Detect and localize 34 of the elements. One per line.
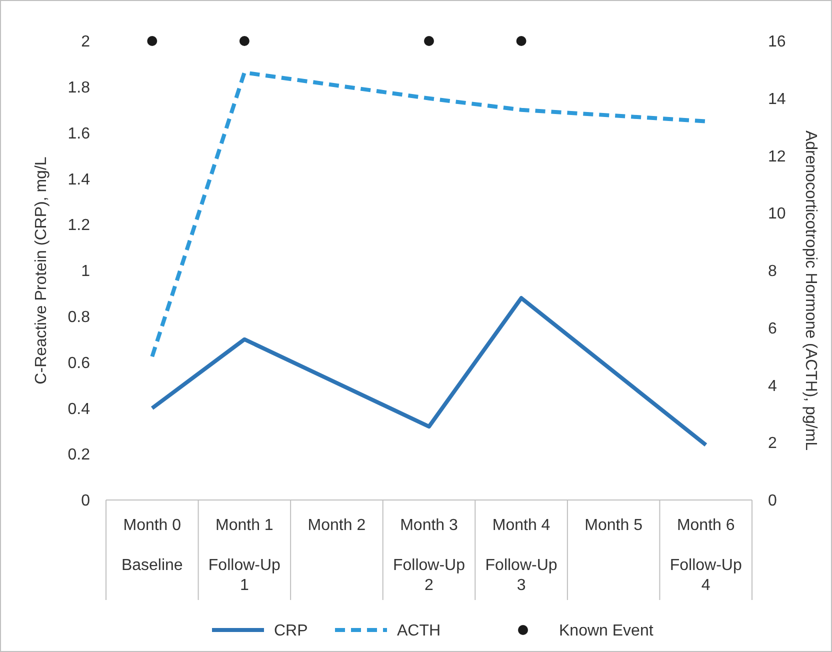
y2-tick-label: 2 bbox=[768, 435, 777, 452]
y2-tick-label: 16 bbox=[768, 34, 786, 51]
y2-tick-label: 6 bbox=[768, 320, 777, 338]
y2-tick-label: 10 bbox=[768, 206, 786, 223]
y-tick-label: 0 bbox=[81, 492, 90, 510]
legend-label: ACTH bbox=[397, 622, 441, 640]
y-tick-label: 1 bbox=[81, 263, 90, 280]
y-tick-label: 0.4 bbox=[68, 400, 90, 418]
y-tick-label: 2 bbox=[81, 34, 90, 51]
y2-tick-label: 12 bbox=[768, 148, 786, 166]
y2-tick-label: 14 bbox=[768, 90, 786, 108]
y-tick-label: 1.4 bbox=[68, 171, 90, 188]
y-tick-label: 0.8 bbox=[68, 309, 90, 326]
y2-tick-label: 0 bbox=[768, 492, 777, 510]
x-tick-label: Month 2 bbox=[308, 517, 366, 534]
y2-tick-label: 8 bbox=[768, 263, 777, 280]
y2-tick-label: 4 bbox=[768, 378, 777, 395]
legend-label: CRP bbox=[274, 622, 308, 640]
category-label: Month 3 Follow-Up 2 bbox=[392, 517, 466, 594]
category-label: Month 4 Follow-Up 3 bbox=[485, 517, 558, 594]
category-label: Month 1 Follow-Up 1 bbox=[208, 517, 280, 594]
line-series bbox=[150, 296, 708, 447]
y-tick-label: 1.6 bbox=[68, 125, 90, 142]
y-tick-label: 1.8 bbox=[68, 80, 90, 96]
line-series bbox=[150, 70, 708, 359]
y2-axis-title: Adrenocorticotropic Hormone (ACTH), pg/mL bbox=[802, 130, 819, 451]
y-tick-label: 0.2 bbox=[68, 446, 90, 464]
legend-label: Known Event bbox=[559, 622, 654, 640]
y-tick-label: 0.6 bbox=[68, 354, 90, 372]
y-tick-label: 1.2 bbox=[68, 217, 90, 234]
x-tick-label: Month 5 bbox=[584, 517, 643, 534]
y-axis-title: C-Reactive Protein (CRP), mg/L bbox=[33, 156, 50, 384]
category-label: Month 0 Baseline bbox=[121, 517, 183, 574]
category-label: Month 6 Follow-Up 4 bbox=[670, 517, 742, 594]
